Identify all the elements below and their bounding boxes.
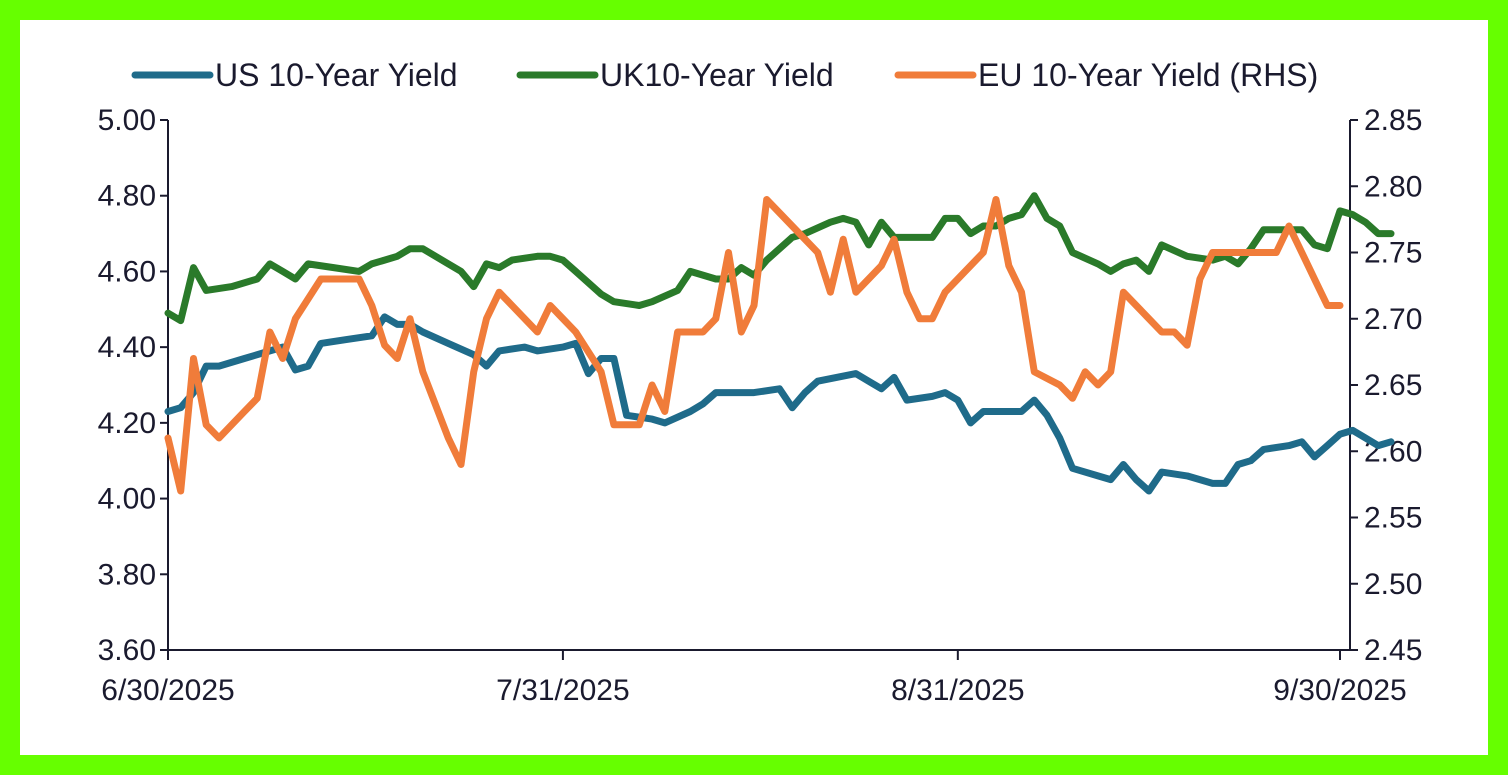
right-tick-label: 2.80 [1364, 170, 1422, 203]
left-tick-label: 5.00 [98, 104, 156, 137]
left-tick-label: 3.60 [98, 634, 156, 667]
left-tick-label: 4.40 [98, 331, 156, 364]
right-tick-label: 2.75 [1364, 237, 1422, 270]
left-tick-label: 4.60 [98, 255, 156, 288]
legend-label: US 10-Year Yield [215, 57, 458, 93]
axes: 3.60 3.80 4.00 4.20 4.40 4.60 4.80 5.00 2.45 2.50… [98, 104, 1423, 707]
left-tick-label: 4.20 [98, 407, 156, 440]
left-tick-label: 4.00 [98, 483, 156, 516]
chart-frame: US 10-Year Yield UK10-Year Yield EU 10-Yea… [20, 20, 1488, 755]
yield-chart: US 10-Year Yield UK10-Year Yield EU 10-Yea… [98, 57, 1423, 707]
left-tick-label: 4.80 [98, 180, 156, 213]
right-tick-label: 2.55 [1364, 502, 1422, 535]
x-tick-label: 6/30/2025 [101, 674, 234, 707]
left-tick-label: 3.80 [98, 558, 156, 591]
right-tick-label: 2.45 [1364, 634, 1422, 667]
series-line-eu-10-year-yield-rhs [164, 196, 1344, 495]
right-tick-label: 2.65 [1364, 369, 1422, 402]
right-tick-label: 2.85 [1364, 104, 1422, 137]
right-tick-label: 2.70 [1364, 303, 1422, 336]
legend-label: UK10-Year Yield [600, 57, 834, 93]
series-lines [164, 192, 1395, 495]
x-tick-label: 7/31/2025 [496, 674, 629, 707]
x-tick-label: 8/31/2025 [891, 674, 1024, 707]
right-tick-label: 2.50 [1364, 568, 1422, 601]
legend: US 10-Year Yield UK10-Year Yield EU 10-Yea… [131, 57, 1318, 93]
x-tick-label: 9/30/2025 [1273, 674, 1406, 707]
legend-label: EU 10-Year Yield (RHS) [978, 57, 1318, 93]
series-line-us-10-year-yield [164, 313, 1395, 495]
